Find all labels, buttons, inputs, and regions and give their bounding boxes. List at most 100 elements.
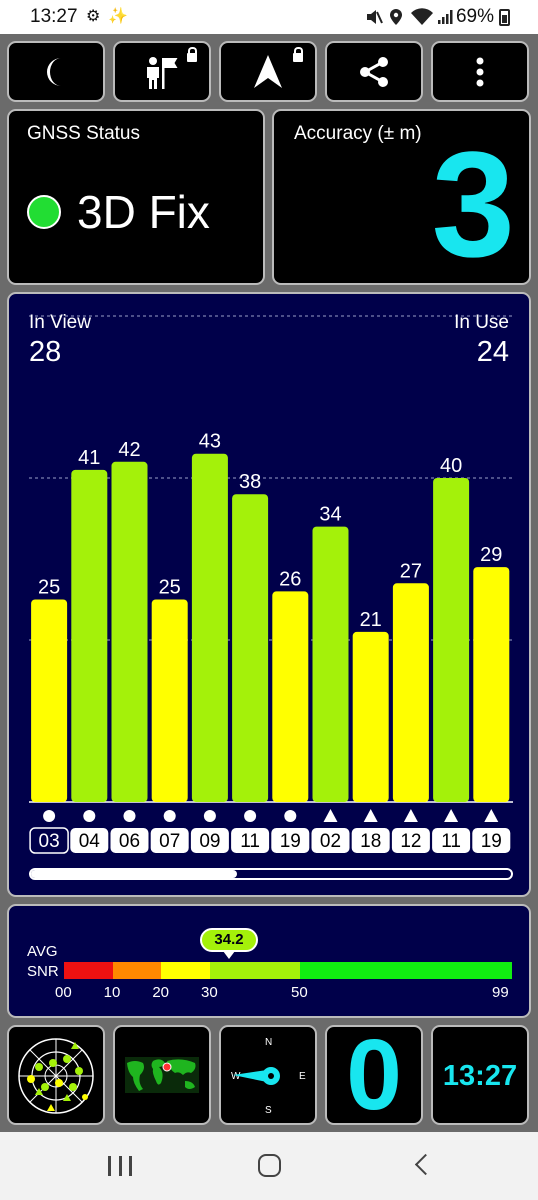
constellation-triangle-icon [484, 809, 499, 822]
satellite-snr-panel[interactable]: 25 03 41 04 42 06 25 07 43 09 38 11 26 19 34 02 21 18 27 12… [7, 292, 531, 897]
snr-scale-segment [161, 962, 210, 979]
more-vert-icon [476, 57, 484, 86]
fix-status-value: 3D Fix [77, 186, 210, 238]
constellation-circle-icon [284, 810, 297, 822]
snr-bar [392, 583, 429, 802]
snr-bar [312, 526, 349, 802]
snr-value-label: 34 [319, 504, 341, 526]
in-view-label: In View [29, 312, 91, 333]
share-icon [360, 56, 388, 87]
status-bar: 13:27 ⚙ ✨ 69% [0, 0, 538, 34]
satellite-id-label: 12 [400, 831, 421, 852]
snr-bar [191, 453, 228, 802]
navigation-button[interactable] [219, 41, 317, 102]
wand-icon: ✨ [108, 8, 128, 25]
skyplot-button[interactable] [7, 1025, 105, 1125]
battery-icon [499, 9, 510, 26]
satellite-id-label: 19 [280, 831, 301, 852]
back-button[interactable] [414, 1153, 437, 1176]
snr-scale-segment [299, 962, 512, 979]
satellite-id-box [351, 828, 390, 853]
navigation-bar [0, 1132, 538, 1200]
poi-button[interactable] [113, 41, 211, 102]
satellite-id-box [70, 828, 109, 853]
moon-icon [47, 57, 61, 86]
snr-value-label: 40 [440, 455, 462, 477]
accuracy-value: 3 [431, 120, 515, 285]
snr-value-label: 27 [400, 560, 422, 582]
satellite-id-box [391, 828, 430, 853]
snr-bar [352, 631, 389, 802]
satellite-id-box [311, 828, 350, 853]
satellite-id-box [432, 828, 471, 853]
gnss-status-panel[interactable]: GNSS Status 3D Fix [7, 109, 265, 285]
signal-icon [438, 10, 453, 24]
mute-icon [367, 10, 383, 24]
recent-apps-button[interactable] [108, 1156, 132, 1176]
wifi-icon [411, 8, 433, 25]
app-content: GNSS Status 3D Fix Accuracy (± m) 3 25 0 3… [0, 34, 538, 1132]
lock-icon [293, 47, 303, 62]
satellite-id-label: 11 [441, 831, 461, 852]
compass-button[interactable]: N E S W [219, 1025, 317, 1125]
home-button[interactable] [258, 1154, 281, 1177]
snr-value-label: 21 [360, 609, 382, 631]
satellite-id-box [150, 828, 189, 853]
satellite-id-box [472, 828, 511, 853]
clock-button[interactable]: 13:27 [431, 1025, 529, 1125]
snr-value-label: 26 [279, 568, 301, 590]
gear-icon: ⚙ [86, 8, 101, 25]
in-use-label: In Use [454, 312, 509, 333]
status-time: 13:27 [30, 6, 78, 27]
satellite-id-label: 11 [240, 831, 260, 852]
fix-count-button[interactable]: 0 [325, 1025, 423, 1125]
constellation-triangle-icon [444, 809, 459, 822]
world-map-button[interactable] [113, 1025, 211, 1125]
accuracy-panel[interactable]: Accuracy (± m) 3 [272, 109, 531, 285]
compass-icon [233, 1067, 280, 1085]
lock-icon [187, 47, 197, 62]
night-mode-button[interactable] [7, 41, 105, 102]
navigation-arrow-icon [254, 54, 282, 88]
accuracy-title: Accuracy (± m) [294, 123, 422, 144]
snr-value-label: 38 [239, 471, 261, 493]
more-options-button[interactable] [431, 41, 529, 102]
skyplot-icon [18, 1038, 94, 1114]
satellite-scrollbar[interactable] [29, 868, 513, 880]
avg-snr-bubble: 34.2 [200, 928, 258, 959]
satellite-id-label: 07 [159, 831, 180, 852]
person-flag-icon [147, 56, 178, 89]
constellation-circle-icon [43, 810, 56, 822]
snr-color-scale [64, 962, 512, 979]
snr-value-label: 25 [38, 577, 60, 599]
snr-tick-label: 99 [492, 984, 509, 1001]
scrollbar-thumb[interactable] [31, 870, 238, 878]
satellite-id-box [190, 828, 229, 853]
satellite-id-label: 04 [79, 831, 101, 852]
snr-value-label: 43 [199, 431, 221, 453]
snr-tick-label: 10 [103, 984, 121, 1001]
snr-scale-segment [209, 962, 300, 979]
snr-bar [151, 599, 188, 802]
snr-bar [31, 599, 68, 802]
snr-label: SNR [27, 963, 59, 980]
avg-snr-label: AVG SNR [27, 942, 59, 982]
satellite-id-box [29, 827, 69, 854]
satellite-id-box [110, 828, 149, 853]
snr-value-label: 41 [78, 447, 100, 469]
satellite-id-label: 06 [119, 831, 140, 852]
snr-tick-label: 00 [55, 984, 72, 1001]
satellite-id-label: 02 [320, 831, 341, 852]
gnss-status-title: GNSS Status [27, 123, 140, 144]
location-icon [390, 9, 402, 25]
share-button[interactable] [325, 41, 423, 102]
battery-percent: 69% [455, 6, 494, 27]
clock-value: 13:27 [442, 1060, 518, 1092]
snr-scale-segment [64, 962, 113, 979]
world-map-icon [125, 1057, 199, 1093]
avg-label: AVG [27, 943, 58, 960]
constellation-circle-icon [203, 810, 216, 822]
constellation-triangle-icon [363, 809, 378, 822]
snr-bar [473, 567, 510, 802]
compass-south: S [265, 1105, 272, 1116]
